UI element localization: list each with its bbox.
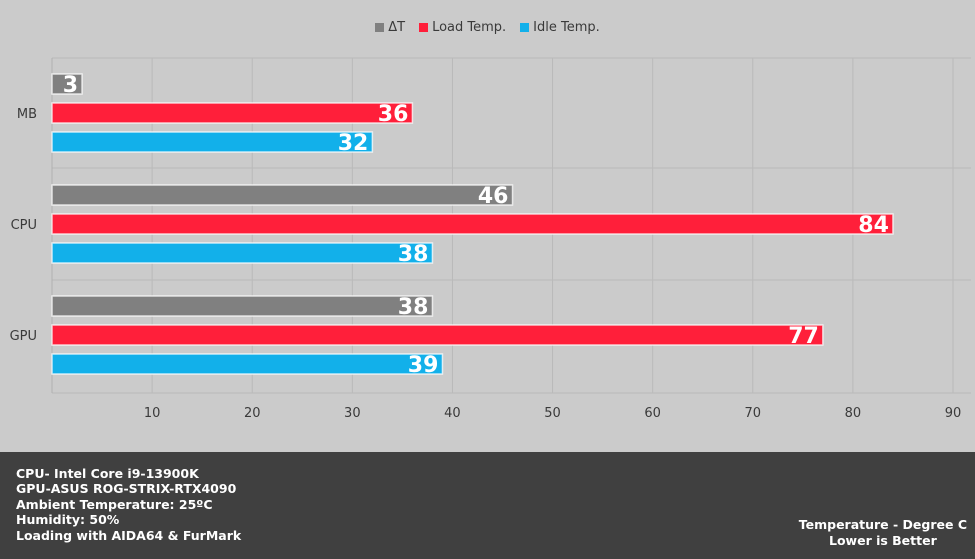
note-ambient: Ambient Temperature: 25ºC	[16, 496, 213, 512]
x-tick-label: 80	[845, 406, 862, 421]
bar	[51, 324, 824, 346]
data-label: 46	[478, 184, 509, 209]
bar-chart: 10 20 30 40 50 60 70 80 90 MB 3 36 32 CPU 46 84 38 GPU 38 7…	[10, 57, 971, 421]
chart-area: ΔT Load Temp. Idle Temp. 10 20 30 40 50 60 70 8…	[0, 20, 975, 421]
note-gpu: GPU-ASUS ROG-STRIX-RTX4090	[16, 481, 237, 497]
x-tick-label: 30	[344, 406, 361, 421]
bar	[51, 213, 894, 235]
data-label: 3	[63, 73, 78, 98]
legend: ΔT Load Temp. Idle Temp.	[0, 20, 975, 35]
note-cpu: CPU- Intel Core i9-13900K	[16, 466, 199, 481]
data-label: 39	[408, 353, 439, 378]
bar	[51, 102, 414, 124]
note-humidity: Humidity: 50%	[16, 512, 120, 528]
legend-label-load: Load Temp.	[432, 20, 507, 35]
x-tick-label: 70	[745, 406, 762, 421]
category-label: GPU	[10, 329, 37, 344]
bar	[51, 73, 83, 95]
x-tick-label: 60	[644, 406, 661, 421]
bar	[51, 353, 444, 375]
category-label: MB	[17, 107, 37, 122]
legend-item-delta: ΔT	[375, 20, 405, 35]
caption-unit: Temperature - Degree C	[798, 517, 967, 532]
x-tick-label: 10	[144, 406, 161, 421]
legend-swatch-delta	[375, 23, 385, 32]
caption-hint: Lower is Better	[828, 532, 937, 548]
data-label: 36	[378, 102, 409, 127]
bar	[51, 242, 434, 264]
x-tick-label: 40	[444, 406, 461, 421]
legend-item-idle: Idle Temp.	[520, 20, 600, 35]
test-setup-notes: CPU- Intel Core i9-13900K GPU-ASUS ROG-S…	[16, 466, 241, 543]
x-tick-label: 90	[945, 406, 962, 421]
legend-label-idle: Idle Temp.	[533, 20, 600, 35]
legend-swatch-idle	[520, 23, 530, 32]
data-label: 38	[398, 295, 429, 320]
bar	[51, 295, 434, 317]
data-label: 38	[398, 242, 429, 267]
note-loading: Loading with AIDA64 & FurMark	[16, 527, 242, 543]
chart-caption: Temperature - Degree C Lower is Better	[799, 517, 967, 548]
bar	[51, 131, 374, 153]
bar	[51, 184, 514, 206]
legend-item-load: Load Temp.	[419, 20, 506, 35]
x-tick-label: 20	[244, 406, 261, 421]
data-label: 32	[338, 131, 369, 156]
x-tick-label: 50	[544, 406, 561, 421]
legend-label-delta: ΔT	[388, 20, 406, 35]
category-label: CPU	[11, 218, 37, 233]
data-label: 77	[788, 324, 819, 349]
legend-swatch-load	[419, 23, 429, 32]
footer-panel: CPU- Intel Core i9-13900K GPU-ASUS ROG-S…	[0, 452, 975, 559]
data-label: 84	[858, 213, 889, 238]
